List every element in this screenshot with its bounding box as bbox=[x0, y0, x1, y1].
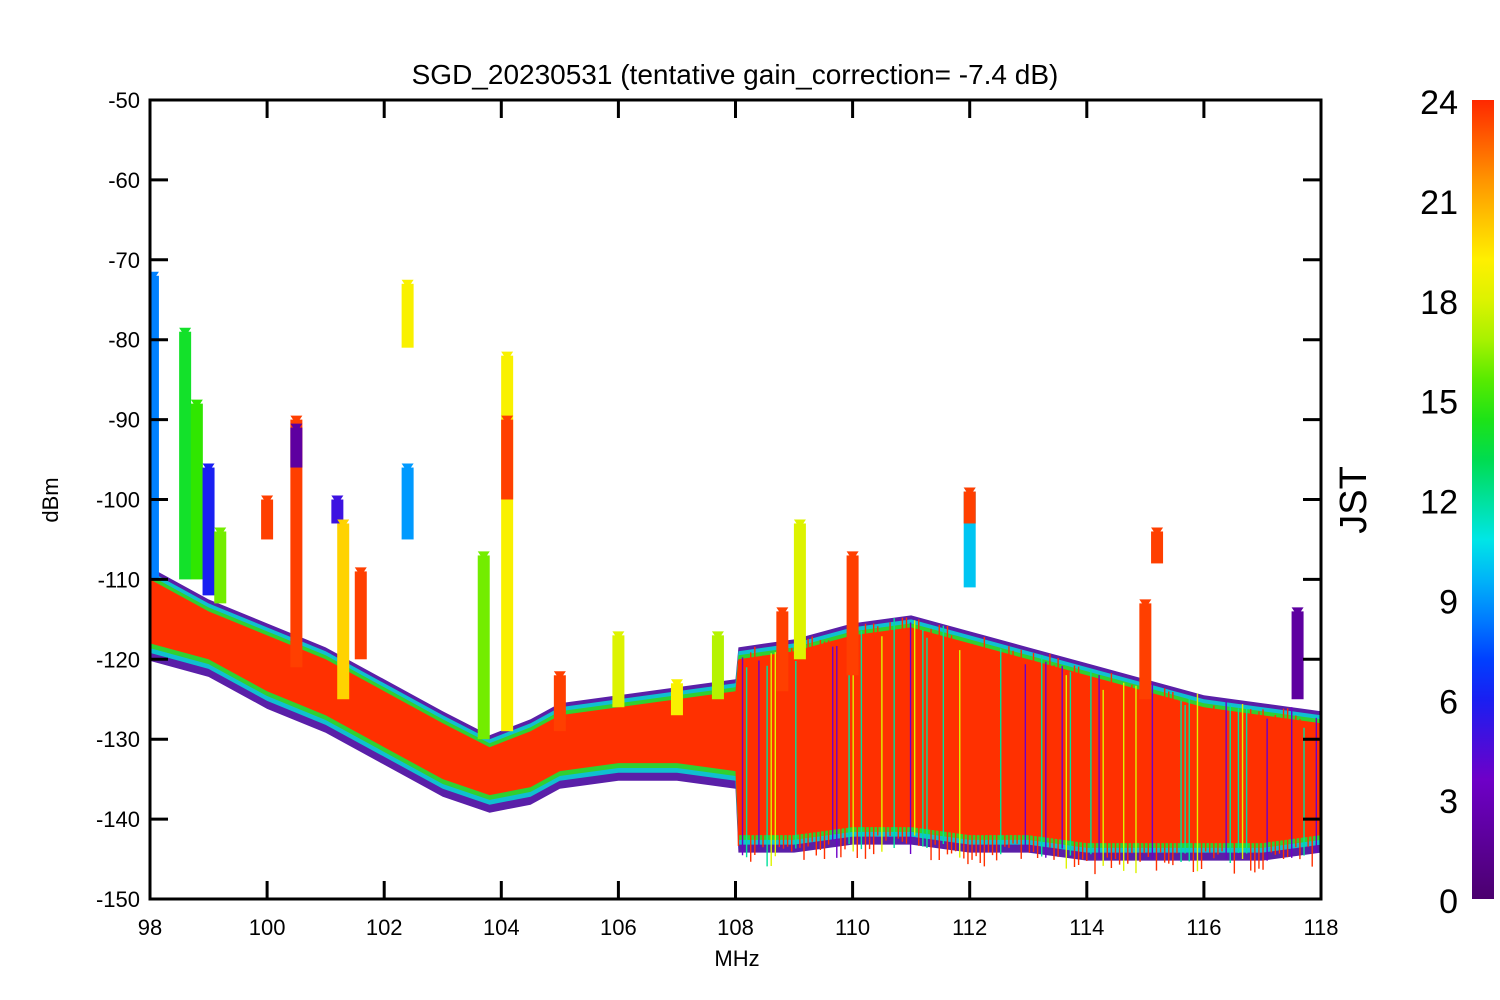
signal-spike bbox=[331, 495, 344, 524]
colorbar-tick-label: 12 bbox=[1420, 484, 1458, 522]
signal-spike bbox=[963, 487, 976, 524]
y-tick-label: -80 bbox=[108, 328, 140, 353]
y-tick-label: -140 bbox=[96, 807, 140, 832]
signal-spike bbox=[202, 463, 215, 596]
signal-spike bbox=[190, 399, 203, 580]
colorbar-tick-label: 18 bbox=[1420, 284, 1458, 322]
signal-spike bbox=[261, 495, 274, 540]
y-tick-label: -130 bbox=[96, 727, 140, 752]
signal-spike bbox=[290, 423, 303, 468]
signal-spike bbox=[1151, 527, 1164, 564]
x-tick-label: 98 bbox=[138, 915, 162, 940]
y-tick-label: -60 bbox=[108, 168, 140, 193]
signal-spike bbox=[1139, 599, 1152, 700]
signal-spike bbox=[501, 415, 514, 500]
colorbar-tick-label: 9 bbox=[1439, 583, 1458, 621]
signal-spike bbox=[290, 415, 303, 668]
x-tick-label: 116 bbox=[1186, 915, 1221, 940]
signal-spike bbox=[150, 271, 159, 580]
signal-spike bbox=[711, 631, 724, 700]
y-tick-label: -90 bbox=[108, 408, 140, 433]
x-tick-label: 108 bbox=[717, 915, 754, 940]
axes: 98 100 102 104 106 108 110 112 114 116 118 -50 -60 -7… bbox=[96, 88, 1339, 940]
noise-striations bbox=[737, 617, 1321, 875]
signal-spike bbox=[477, 551, 490, 740]
plot-area bbox=[150, 271, 1321, 875]
signal-spike bbox=[553, 671, 566, 732]
y-tick-label: -110 bbox=[98, 567, 140, 592]
signal-spike bbox=[793, 519, 806, 660]
x-axis-label: MHz bbox=[714, 946, 759, 971]
signal-spike bbox=[337, 519, 350, 700]
signal-spike bbox=[1291, 607, 1304, 700]
y-tick-label: -70 bbox=[108, 248, 140, 273]
colorbar-tick-label: 21 bbox=[1420, 184, 1458, 222]
colorbar-tick-label: 3 bbox=[1439, 783, 1458, 821]
x-tick-label: 112 bbox=[952, 915, 987, 940]
signal-spike bbox=[612, 631, 625, 708]
colorbar-tick-label: 0 bbox=[1439, 883, 1458, 921]
y-tick-label: -120 bbox=[96, 647, 140, 672]
x-tick-label: 102 bbox=[366, 915, 403, 940]
y-tick-label: -150 bbox=[96, 887, 140, 912]
x-tick-label: 100 bbox=[249, 915, 286, 940]
x-tick-label: 114 bbox=[1069, 915, 1104, 940]
signal-spike bbox=[846, 551, 859, 676]
y-tick-label: -50 bbox=[108, 88, 140, 113]
colorbar-tick-label: 24 bbox=[1420, 84, 1458, 122]
x-tick-label: 110 bbox=[835, 915, 870, 940]
y-tick-label: -100 bbox=[96, 488, 140, 513]
x-tick-label: 104 bbox=[483, 915, 520, 940]
signal-spike bbox=[179, 327, 192, 580]
signal-spike bbox=[501, 351, 514, 732]
signal-spike bbox=[776, 607, 789, 692]
x-tick-label: 106 bbox=[600, 915, 637, 940]
signal-spike bbox=[354, 567, 367, 660]
y-axis-label: dBm bbox=[38, 477, 63, 522]
colorbar-gradient bbox=[1472, 100, 1494, 899]
colorbar-label: JST bbox=[1333, 466, 1375, 534]
chart-title: SGD_20230531 (tentative gain_correction=… bbox=[412, 59, 1059, 90]
colorbar: 0 3 6 9 12 15 18 21 24 bbox=[1420, 84, 1494, 921]
noise-floor-band-evening bbox=[150, 579, 1321, 844]
signal-spike bbox=[401, 279, 414, 348]
signal-spike bbox=[214, 527, 227, 604]
colorbar-tick-label: 15 bbox=[1420, 384, 1458, 422]
colorbar-tick-label: 6 bbox=[1439, 683, 1458, 721]
signal-spike bbox=[401, 463, 414, 540]
signal-spike bbox=[670, 679, 683, 716]
x-tick-label: 118 bbox=[1303, 915, 1338, 940]
